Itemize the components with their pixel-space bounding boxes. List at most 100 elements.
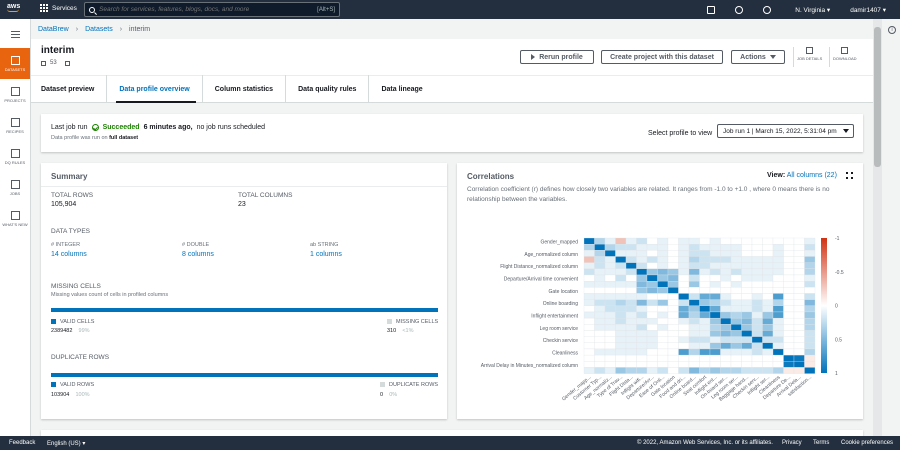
heatmap-cell[interactable]	[709, 287, 721, 294]
heatmap-cell[interactable]	[762, 299, 774, 306]
heatmap-cell[interactable]	[667, 250, 679, 257]
download-button[interactable]: DOWNLOAD	[833, 47, 857, 61]
heatmap-cell[interactable]	[741, 280, 753, 288]
heatmap-cell[interactable]	[678, 237, 690, 245]
heatmap-cell[interactable]	[741, 287, 753, 294]
heatmap-cell[interactable]	[730, 330, 742, 337]
heatmap-cell[interactable]	[741, 256, 753, 263]
heatmap-cell[interactable]	[594, 330, 606, 337]
heatmap-cell[interactable]	[772, 250, 784, 257]
heatmap-cell[interactable]	[636, 305, 648, 313]
hamburger-menu-icon[interactable]	[10, 31, 20, 38]
heatmap-cell[interactable]	[688, 287, 700, 294]
tab-data-quality-rules[interactable]: Data quality rules	[298, 75, 370, 103]
heatmap-cell[interactable]	[646, 237, 658, 245]
heatmap-cell[interactable]	[762, 287, 774, 294]
heatmap-cell[interactable]	[772, 287, 784, 294]
heatmap-cell[interactable]	[678, 311, 690, 319]
heatmap-cell[interactable]	[646, 299, 658, 306]
heatmap-cell[interactable]	[615, 262, 627, 269]
heatmap-cell[interactable]	[730, 287, 742, 294]
heatmap-cell[interactable]	[720, 330, 732, 337]
heatmap-cell[interactable]	[625, 237, 637, 245]
heatmap-cell[interactable]	[804, 354, 816, 362]
heatmap-cell[interactable]	[772, 268, 784, 276]
heatmap-cell[interactable]	[604, 367, 616, 374]
help-icon[interactable]	[763, 5, 772, 14]
feedback-link[interactable]: Feedback	[9, 440, 36, 446]
heatmap-cell[interactable]	[688, 299, 700, 306]
heatmap-cell[interactable]	[583, 354, 595, 362]
heatmap-cell[interactable]	[730, 262, 742, 269]
heatmap-cell[interactable]	[772, 342, 784, 350]
heatmap-cell[interactable]	[741, 311, 753, 319]
heatmap-cell[interactable]	[793, 268, 805, 276]
heatmap-cell[interactable]	[772, 256, 784, 263]
heatmap-cell[interactable]	[604, 361, 616, 368]
heatmap-cell[interactable]	[720, 244, 732, 251]
heatmap-cell[interactable]	[615, 367, 627, 374]
heatmap-cell[interactable]	[793, 256, 805, 263]
heatmap-cell[interactable]	[604, 256, 616, 263]
heatmap-cell[interactable]	[667, 244, 679, 251]
heatmap-cell[interactable]	[793, 299, 805, 306]
heatmap-cell[interactable]	[594, 299, 606, 306]
heatmap-cell[interactable]	[730, 244, 742, 251]
heatmap-cell[interactable]	[699, 299, 711, 306]
heatmap-cell[interactable]	[678, 305, 690, 313]
heatmap-cell[interactable]	[636, 293, 648, 300]
heatmap-cell[interactable]	[636, 311, 648, 319]
heatmap-cell[interactable]	[657, 274, 669, 282]
heatmap-cell[interactable]	[583, 324, 595, 331]
heatmap-cell[interactable]	[604, 293, 616, 300]
heatmap-cell[interactable]	[762, 354, 774, 362]
heatmap-cell[interactable]	[804, 324, 816, 331]
heatmap-cell[interactable]	[730, 274, 742, 282]
heatmap-cell[interactable]	[657, 237, 669, 245]
heatmap-cell[interactable]	[772, 305, 784, 313]
heatmap-cell[interactable]	[636, 256, 648, 263]
heatmap-cell[interactable]	[604, 299, 616, 306]
heatmap-cell[interactable]	[783, 305, 795, 313]
heatmap-cell[interactable]	[604, 317, 616, 325]
heatmap-cell[interactable]	[804, 330, 816, 337]
heatmap-cell[interactable]	[583, 287, 595, 294]
terms-link[interactable]: Terms	[813, 440, 830, 446]
heatmap-cell[interactable]	[657, 354, 669, 362]
heatmap-cell[interactable]	[772, 299, 784, 306]
heatmap-cell[interactable]	[646, 268, 658, 276]
heatmap-cell[interactable]	[625, 324, 637, 331]
heatmap-cell[interactable]	[772, 237, 784, 245]
heatmap-cell[interactable]	[741, 330, 753, 337]
heatmap-cell[interactable]	[583, 348, 595, 356]
heatmap-cell[interactable]	[804, 336, 816, 343]
heatmap-cell[interactable]	[678, 262, 690, 269]
heatmap-cell[interactable]	[730, 311, 742, 319]
heatmap-cell[interactable]	[709, 244, 721, 251]
heatmap-cell[interactable]	[804, 274, 816, 282]
heatmap-cell[interactable]	[583, 280, 595, 288]
heatmap-cell[interactable]	[604, 336, 616, 343]
heatmap-cell[interactable]	[678, 274, 690, 282]
heatmap-cell[interactable]	[751, 293, 763, 300]
heatmap-cell[interactable]	[678, 361, 690, 368]
heatmap-cell[interactable]	[688, 367, 700, 374]
heatmap-cell[interactable]	[594, 305, 606, 313]
heatmap-cell[interactable]	[657, 336, 669, 343]
heatmap-cell[interactable]	[751, 336, 763, 343]
heatmap-cell[interactable]	[709, 262, 721, 269]
heatmap-cell[interactable]	[741, 262, 753, 269]
heatmap-cell[interactable]	[772, 317, 784, 325]
heatmap-cell[interactable]	[783, 330, 795, 337]
heatmap-cell[interactable]	[720, 299, 732, 306]
heatmap-cell[interactable]	[636, 280, 648, 288]
heatmap-cell[interactable]	[688, 361, 700, 368]
heatmap-cell[interactable]	[636, 317, 648, 325]
string-columns-link[interactable]: 1 columns	[310, 251, 342, 258]
heatmap-cell[interactable]	[741, 317, 753, 325]
heatmap-cell[interactable]	[720, 342, 732, 350]
heatmap-cell[interactable]	[657, 330, 669, 337]
heatmap-cell[interactable]	[793, 342, 805, 350]
heatmap-cell[interactable]	[741, 361, 753, 368]
heatmap-cell[interactable]	[604, 237, 616, 245]
